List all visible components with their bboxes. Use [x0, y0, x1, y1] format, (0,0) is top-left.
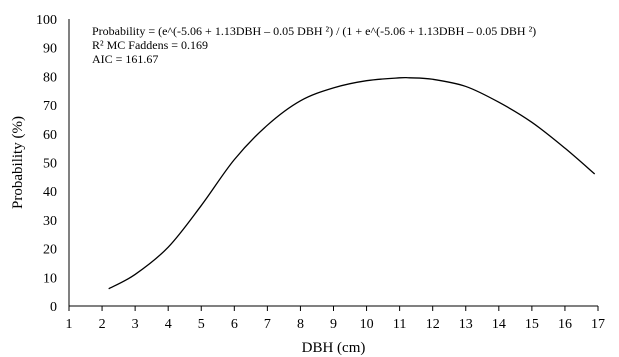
x-tick-labels: 1 2 3 4 5 6 7 8 9 10 11 12 13 14 15 16 17 [66, 306, 605, 332]
y-tick-label: 50 [43, 157, 57, 172]
y-tick-labels: 0 10 20 30 40 50 60 70 80 90 100 [36, 13, 57, 315]
y-tick-label: 100 [36, 13, 57, 28]
x-tick-label: 4 [165, 317, 172, 332]
x-tick-label: 16 [558, 317, 572, 332]
y-tick-label: 40 [43, 185, 57, 200]
y-axis-title: Probability (%) [10, 116, 26, 209]
x-tick-label: 9 [330, 317, 337, 332]
y-tick-label: 70 [43, 99, 57, 114]
x-tick-label: 10 [360, 317, 374, 332]
x-tick-label: 3 [132, 317, 139, 332]
x-tick-label: 8 [297, 317, 304, 332]
series-line [108, 76, 596, 290]
y-tick-label: 0 [50, 300, 57, 315]
y-tick-label: 10 [43, 271, 57, 286]
x-tick-label: 12 [426, 317, 440, 332]
x-tick-label: 14 [492, 317, 506, 332]
y-tick-label: 20 [43, 243, 57, 258]
y-tick-label: 80 [43, 70, 57, 85]
y-tick-label: 30 [43, 214, 57, 229]
x-tick-label: 2 [99, 317, 106, 332]
x-tick-label: 13 [459, 317, 473, 332]
annotation-line: AIC = 161.67 [92, 52, 158, 66]
x-tick-label: 15 [525, 317, 539, 332]
x-tick-label: 6 [231, 317, 238, 332]
y-tick-label: 60 [43, 128, 57, 143]
x-tick-label: 11 [393, 317, 406, 332]
y-tick-label: 90 [43, 42, 57, 57]
x-tick-label: 1 [66, 317, 73, 332]
x-tick-label: 7 [264, 317, 271, 332]
annotation-line: R² MC Faddens = 0.169 [92, 38, 208, 52]
x-axis-title: DBH (cm) [302, 340, 366, 356]
x-tick-label: 17 [591, 317, 605, 332]
x-tick-label: 5 [198, 317, 205, 332]
annotation-line: Probability = (e^(-5.06 + 1.13DBH – 0.05… [92, 24, 536, 38]
equation-annotations: Probability = (e^(-5.06 + 1.13DBH – 0.05… [92, 24, 536, 66]
